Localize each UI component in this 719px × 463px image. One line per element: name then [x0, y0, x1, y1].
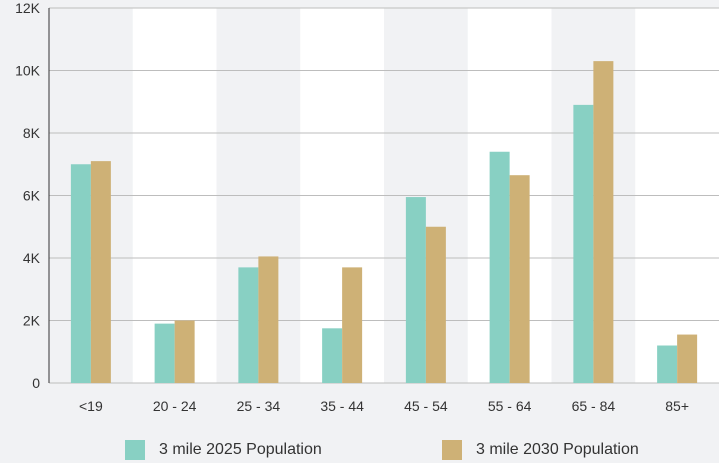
bar-2025-4[interactable] — [405, 197, 426, 383]
bar-2030-7[interactable] — [677, 334, 698, 383]
x-axis-ticks: <19 20 - 24 25 - 34 35 - 44 45 - 54 55 - 64 65… — [79, 398, 689, 414]
legend-label-2030: 3 mile 2030 Population — [476, 441, 639, 458]
x-tick-label: 20 - 24 — [153, 398, 197, 414]
bar-2030-2[interactable] — [258, 256, 279, 383]
y-tick-label: 10K — [15, 63, 41, 79]
x-tick-label: 85+ — [665, 398, 689, 414]
bar-2030-6[interactable] — [593, 61, 614, 383]
bar-2030-0[interactable] — [90, 161, 111, 383]
bar-2025-0[interactable] — [70, 164, 91, 383]
legend: 3 mile 2025 Population 3 mile 2030 Popul… — [0, 437, 719, 463]
y-tick-label: 12K — [15, 0, 41, 16]
legend-swatch-2025 — [125, 440, 145, 460]
bar-2030-1[interactable] — [174, 320, 195, 384]
y-tick-label: 2K — [23, 313, 41, 329]
x-tick-label: 45 - 54 — [404, 398, 448, 414]
y-tick-label: 4K — [23, 250, 41, 266]
x-tick-label: <19 — [79, 398, 103, 414]
bar-2025-3[interactable] — [322, 328, 343, 383]
bar-2030-5[interactable] — [509, 175, 530, 383]
bar-2030-3[interactable] — [342, 267, 363, 383]
bar-2025-5[interactable] — [489, 151, 510, 383]
x-tick-label: 35 - 44 — [320, 398, 364, 414]
y-axis-ticks: 0 2K 4K 6K 8K 10K 12K — [15, 0, 41, 391]
legend-item-2025[interactable]: 3 mile 2025 Population — [125, 437, 322, 463]
x-tick-label: 55 - 64 — [488, 398, 532, 414]
bar-2025-7[interactable] — [657, 345, 678, 384]
y-tick-label: 8K — [23, 125, 41, 141]
y-tick-label: 6K — [23, 188, 41, 204]
bar-2025-6[interactable] — [573, 104, 594, 383]
bars — [70, 61, 698, 384]
y-tick-label: 0 — [32, 375, 40, 391]
bar-2025-1[interactable] — [154, 323, 175, 383]
bar-2025-2[interactable] — [238, 267, 259, 383]
x-tick-label: 25 - 34 — [237, 398, 281, 414]
bar-2030-4[interactable] — [425, 226, 446, 383]
legend-swatch-2030 — [442, 440, 462, 460]
legend-item-2030[interactable]: 3 mile 2030 Population — [442, 437, 639, 463]
legend-label-2025: 3 mile 2025 Population — [159, 441, 322, 458]
x-tick-label: 65 - 84 — [572, 398, 616, 414]
